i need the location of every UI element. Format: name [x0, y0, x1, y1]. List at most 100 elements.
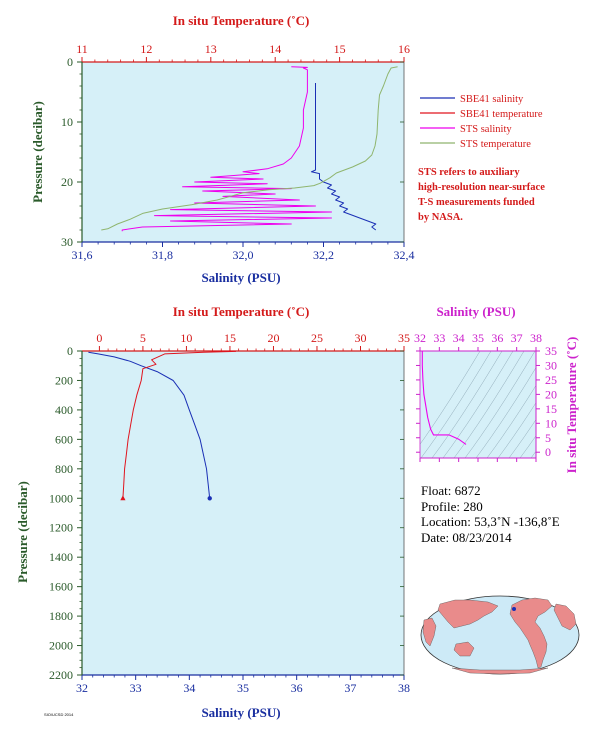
ts-right-tick-label: 5 — [545, 431, 551, 445]
series-line-sbe41-salinity — [88, 351, 211, 499]
bottom-salinity-tick-label: 31,6 — [72, 248, 93, 262]
top-panel-bottom-axis-label: Salinity (PSU) — [201, 270, 280, 285]
ts-right-tick-label: 25 — [545, 373, 557, 387]
bottom-panel: In situ Temperature (˚C) Salinity (PSU) … — [15, 304, 410, 720]
ts-right-tick-label: 20 — [545, 387, 557, 401]
top-temp-tick-label: 14 — [269, 42, 281, 56]
top-temp-tick-label: 15 — [224, 331, 236, 345]
top-temp-tick-label: 5 — [140, 331, 146, 345]
ts-top-tick-label: 35 — [472, 331, 484, 345]
series-line-sbe41-temperature — [122, 350, 237, 499]
density-contour — [453, 351, 525, 458]
top-temp-tick-label: 35 — [398, 331, 410, 345]
map-float-position-marker — [512, 607, 516, 611]
legend-label-sts-temperature: STS temperature — [460, 139, 531, 150]
y-tick-label: 30 — [61, 235, 73, 249]
top-temp-tick-label: 0 — [96, 331, 102, 345]
sts-note-line: by NASA. — [418, 212, 463, 223]
bottom-salinity-tick-label: 32,2 — [313, 248, 334, 262]
y-tick-label: 10 — [61, 115, 73, 129]
bottom-salinity-tick-label: 38 — [398, 681, 410, 695]
bottom-panel-y-axis-label: Pressure (decibar) — [15, 481, 30, 583]
map-land-australia — [453, 641, 475, 657]
top-panel: In situ Temperature (˚C) Salinity (PSU) … — [30, 13, 545, 285]
ts-top-tick-label: 32 — [414, 331, 426, 345]
top-panel-ticks: 11 12 13 14 15 16 31,6 31,8 32,0 32,2 32,4 0 10 20 30 — [61, 42, 415, 262]
legend-label-sbe41-salinity: SBE41 salinity — [460, 94, 524, 105]
ts-series-line — [421, 351, 467, 445]
ts-top-tick-label: 33 — [433, 331, 445, 345]
top-temp-tick-label: 11 — [76, 42, 88, 56]
y-tick-label: 0 — [67, 55, 73, 69]
legend-label-sts-salinity: STS salinity — [460, 124, 512, 135]
profile-number: Profile: 280 — [421, 498, 483, 514]
density-contour — [475, 367, 536, 458]
density-contour — [497, 402, 536, 458]
world-map — [420, 595, 580, 675]
ts-plot-area — [419, 350, 537, 459]
top-panel-y-axis-label: Pressure (decibar) — [30, 101, 45, 203]
sts-note-line: T-S measurements funded — [418, 197, 535, 208]
end-marker-sbe41-temperature — [120, 495, 126, 501]
y-tick-label: 600 — [55, 432, 73, 446]
y-tick-label: 200 — [55, 373, 73, 387]
ts-top-tick-label: 34 — [453, 331, 465, 345]
bottom-salinity-tick-label: 32,4 — [394, 248, 415, 262]
float-number: Float: 6872 — [421, 483, 481, 498]
series-line-sts-salinity — [121, 66, 332, 232]
map-land-antarctica — [451, 667, 549, 675]
density-contour — [508, 419, 536, 458]
ts-top-axis-label: Salinity (PSU) — [436, 304, 515, 319]
density-contour — [519, 435, 536, 458]
bottom-salinity-tick-label: 32,0 — [233, 248, 254, 262]
map-land-eurasia-east — [553, 603, 577, 631]
density-contour — [486, 385, 536, 458]
ts-right-tick-label: 15 — [545, 402, 557, 416]
map-land-africa — [422, 617, 437, 647]
top-temp-tick-label: 13 — [205, 42, 217, 56]
bottom-salinity-tick-label: 31,8 — [152, 248, 173, 262]
bottom-salinity-tick-label: 37 — [344, 681, 356, 695]
bottom-panel-top-axis-label: In situ Temperature (˚C) — [173, 304, 310, 319]
sts-note-line: STS refers to auxiliary — [418, 167, 520, 178]
ts-top-tick-label: 36 — [491, 331, 503, 345]
y-tick-label: 0 — [67, 344, 73, 358]
date: Date: 08/23/2014 — [421, 529, 512, 545]
y-tick-label: 1400 — [49, 550, 73, 564]
bottom-panel-ticks: 0 5 10 15 20 25 30 35 32 33 34 35 36 37 38 0 200 400 600 80… — [49, 331, 410, 695]
ts-right-tick-label: 35 — [545, 344, 557, 358]
y-tick-label: 1600 — [49, 580, 73, 594]
bottom-salinity-tick-label: 33 — [130, 681, 142, 695]
series-line-sbe41-salinity — [310, 83, 377, 231]
y-tick-label: 400 — [55, 403, 73, 417]
y-tick-label: 2000 — [49, 639, 73, 653]
sts-note-line: high-resolution near-surface — [418, 182, 545, 193]
y-tick-label: 1200 — [49, 521, 73, 535]
bottom-salinity-tick-label: 35 — [237, 681, 249, 695]
float-info: Float: 6872 Profile: 280 Location: 53,3˚… — [421, 483, 560, 545]
ts-right-tick-label: 0 — [545, 445, 551, 459]
legend: SBE41 salinity SBE41 temperature STS sal… — [420, 94, 543, 150]
map-land-americas — [509, 597, 553, 669]
footer-stamp: SIO/UCSD 2014 — [44, 712, 74, 717]
ts-right-tick-label: 10 — [545, 416, 557, 430]
y-tick-label: 2200 — [49, 668, 73, 682]
ts-series — [421, 351, 467, 445]
density-contour — [431, 351, 503, 458]
bottom-salinity-tick-label: 34 — [183, 681, 195, 695]
location: Location: 53,3˚N -136,8˚E — [421, 514, 560, 529]
y-tick-label: 20 — [61, 175, 73, 189]
y-tick-label: 1800 — [49, 609, 73, 623]
top-temp-tick-label: 10 — [180, 331, 192, 345]
density-contour — [464, 351, 536, 458]
end-marker-sbe41-salinity — [207, 496, 212, 501]
top-panel-top-axis-label: In situ Temperature (˚C) — [173, 13, 310, 28]
bottom-salinity-tick-label: 32 — [76, 681, 88, 695]
density-contours — [420, 351, 536, 458]
ts-right-axis-label: In situ Temperature (˚C) — [564, 337, 579, 474]
series-line-sts-temperature — [101, 66, 398, 231]
bottom-salinity-tick-label: 36 — [291, 681, 303, 695]
top-temp-tick-label: 16 — [398, 42, 410, 56]
